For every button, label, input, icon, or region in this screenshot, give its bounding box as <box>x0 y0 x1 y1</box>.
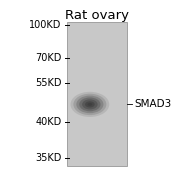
Ellipse shape <box>85 101 95 108</box>
Ellipse shape <box>73 94 106 115</box>
Text: 35KD: 35KD <box>35 153 62 163</box>
Ellipse shape <box>82 99 98 109</box>
Text: 100KD: 100KD <box>29 20 62 30</box>
Ellipse shape <box>87 103 92 106</box>
Ellipse shape <box>76 96 103 113</box>
Ellipse shape <box>71 92 109 117</box>
Text: 40KD: 40KD <box>35 117 62 127</box>
Text: SMAD3: SMAD3 <box>134 99 171 109</box>
Text: 55KD: 55KD <box>35 78 62 88</box>
Text: Rat ovary: Rat ovary <box>65 9 129 22</box>
Ellipse shape <box>79 98 101 111</box>
Bar <box>67 22 127 166</box>
Text: 70KD: 70KD <box>35 53 62 63</box>
